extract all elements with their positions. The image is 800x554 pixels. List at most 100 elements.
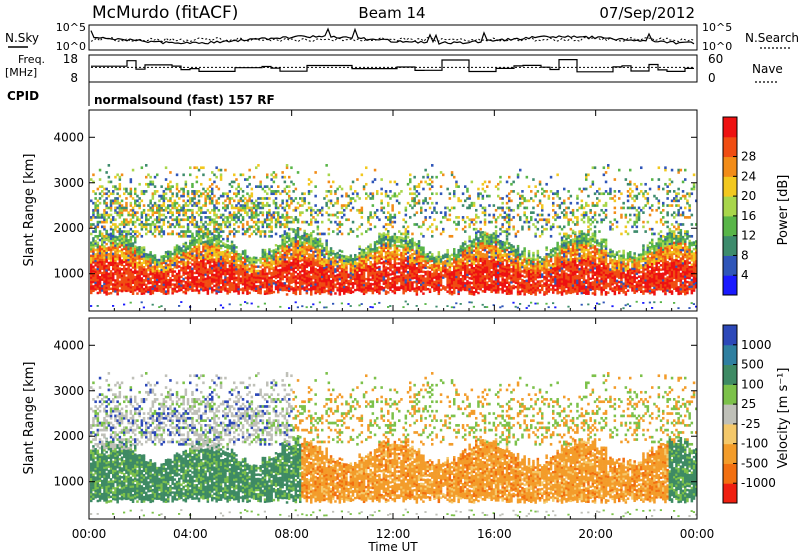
power-cell [277,269,280,272]
power-cell [455,216,458,219]
power-cell [327,250,331,254]
power-cell [235,265,238,269]
power-cell [162,208,166,212]
power-cell [415,262,419,266]
power-cell [173,265,177,269]
power-cell [125,289,128,293]
power-cell [365,284,368,287]
power-cell [343,272,346,276]
power-cell [116,238,119,241]
power-cell [109,199,113,203]
power-cell [380,192,383,196]
power-cell [248,206,251,210]
power-cell [164,285,168,289]
power-cell [252,273,256,277]
power-cell [250,270,254,274]
power-cell [332,258,335,262]
power-cell [323,232,326,236]
power-cell [189,272,192,275]
power-cell [197,208,201,212]
power-cell [453,190,456,193]
power-cell [356,281,359,285]
power-cell [402,281,405,284]
power-cell [422,288,425,291]
power-cell [156,173,159,177]
power-cell [263,261,267,265]
power-cell [389,190,392,193]
power-cell [420,225,423,229]
power-cell [230,249,234,252]
power-cell [109,227,113,231]
power-cell [270,216,273,219]
power-cell [215,278,218,282]
power-cell [384,257,388,261]
power-cell [200,216,203,219]
power-cell [167,187,170,191]
power-cell [259,278,262,282]
power-cell [156,206,159,210]
power-cell [191,199,194,203]
power-cell [175,274,179,278]
power-cell [167,204,170,207]
power-cell [358,251,361,255]
power-cell [415,275,419,279]
power-cell [171,252,174,256]
power-cell [233,173,236,177]
power-cell [237,192,240,196]
power-cell [222,270,225,274]
power-cell [107,237,111,241]
power-cell [404,250,408,253]
power-cell [283,262,287,265]
power-cell [439,266,443,270]
power-cell [299,246,302,250]
power-cell [109,213,113,217]
power-cell [301,197,304,200]
power-cell [156,289,159,292]
power-cell [382,273,386,277]
power-cell [208,239,212,242]
power-cell [173,261,177,265]
power-cell [112,304,115,307]
power-cell [444,266,447,270]
power-cell [296,248,300,252]
power-cell [252,213,256,217]
power-cell [215,246,218,249]
power-cell [343,261,346,265]
power-cell [127,260,130,264]
power-cell [266,218,269,222]
power-cell [417,248,421,252]
power-cell [270,227,273,231]
power-cell [250,206,254,210]
power-cell [237,201,240,205]
power-cell [94,288,97,291]
power-cell [114,263,117,267]
power-cell [206,216,210,219]
power-cell [98,254,102,257]
power-cell [453,261,456,264]
power-cell [204,273,207,276]
power-cell [252,206,256,210]
power-cell [103,282,106,285]
power-cell [118,284,122,288]
power-cell [307,190,311,193]
power-cell [373,256,377,259]
power-cell [211,256,214,259]
power-cell [327,281,331,284]
power-cell [312,303,315,306]
power-cell [400,264,403,268]
power-cell [453,269,456,273]
power-cell [149,290,152,293]
power-cell [186,230,190,233]
power-cell [116,249,119,252]
power-cell [153,280,157,283]
power-cell [268,278,271,282]
power-cell [182,206,185,210]
power-cell [217,242,221,245]
power-cell [411,270,414,273]
power-cell [140,292,144,295]
power-cell [461,253,465,256]
power-cell [226,216,229,219]
power-cell [299,283,302,287]
power-cell [224,223,227,226]
power-cell [358,260,361,264]
